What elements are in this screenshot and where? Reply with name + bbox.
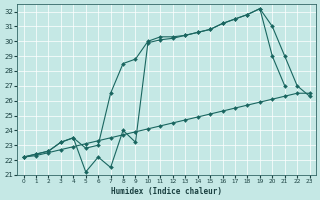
X-axis label: Humidex (Indice chaleur): Humidex (Indice chaleur) (111, 187, 222, 196)
